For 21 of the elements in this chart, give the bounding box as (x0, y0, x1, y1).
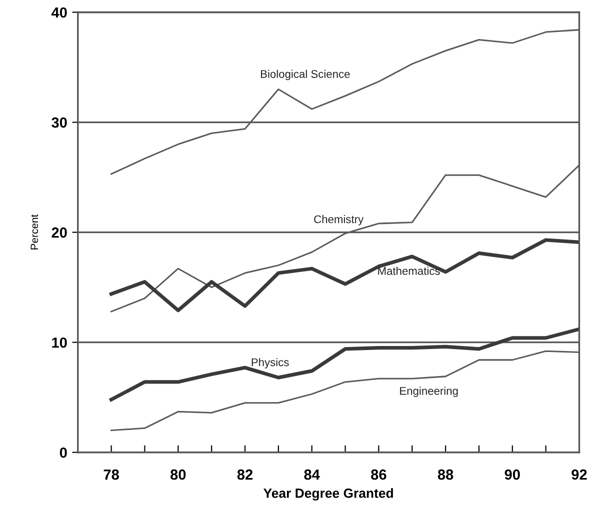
x-tick-label: 78 (104, 469, 119, 480)
series-label: Physics (252, 358, 289, 368)
x-tick-label: 86 (371, 469, 386, 480)
y-tick-label: 40 (51, 7, 67, 18)
series-label: Chemistry (314, 215, 364, 226)
x-tick-label: 88 (438, 469, 454, 480)
x-tick-label: 82 (237, 469, 253, 480)
y-tick-label: 10 (52, 337, 67, 348)
x-axis-title: Year Degree Granted (264, 488, 393, 501)
y-tick-label: 20 (52, 227, 67, 238)
line-series (109, 238, 580, 312)
y-axis-title: Percent (30, 214, 38, 250)
x-tick-label: 90 (504, 469, 520, 480)
x-tick-label: 92 (572, 469, 587, 480)
y-tick-label: 0 (60, 447, 67, 458)
series-label: Biological Science (260, 70, 350, 80)
y-tick-label: 30 (52, 117, 67, 128)
series-label: Engineering (400, 386, 458, 398)
x-tick-label: 80 (170, 469, 186, 480)
x-tick-label: 84 (304, 469, 320, 480)
line-series (109, 327, 580, 402)
